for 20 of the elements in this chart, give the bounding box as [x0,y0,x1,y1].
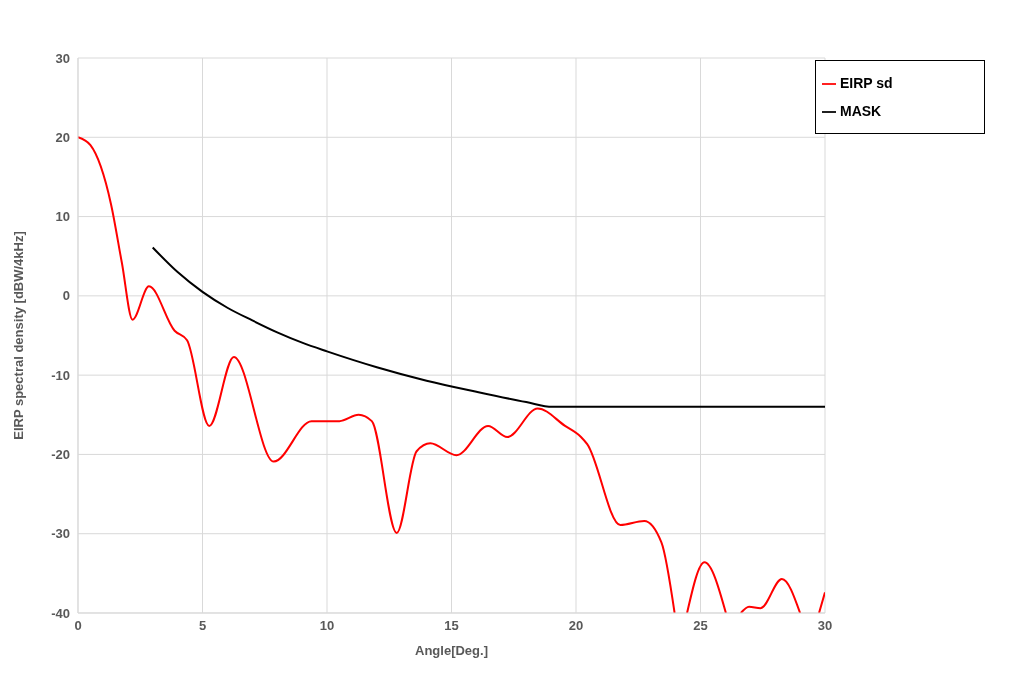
y-tick-label: 30 [55,50,70,66]
legend-label: MASK [840,103,882,119]
x-tick-label: 15 [444,618,459,634]
x-tick-label: 10 [319,618,335,634]
x-tick-label: 30 [817,618,833,634]
y-tick-label: 20 [55,129,70,145]
y-tick-label: -40 [51,605,70,621]
y-tick-label: -20 [51,447,70,463]
x-tick-label: 20 [568,618,584,634]
x-tick-label: 0 [74,618,82,634]
legend-label: EIRP sd [840,75,893,91]
y-tick-label: 10 [55,209,70,225]
x-tick-label: 25 [693,618,708,634]
y-tick-label: 0 [62,288,70,304]
y-axis-title: EIRP spectral density [dBW/4kHz] [10,231,26,440]
y-tick-label: -10 [51,367,70,383]
y-tick-label: -30 [51,526,70,542]
line-series [151,246,825,408]
x-tick-label: 5 [198,618,207,634]
x-axis-title: Angle[Deg.] [415,643,488,658]
